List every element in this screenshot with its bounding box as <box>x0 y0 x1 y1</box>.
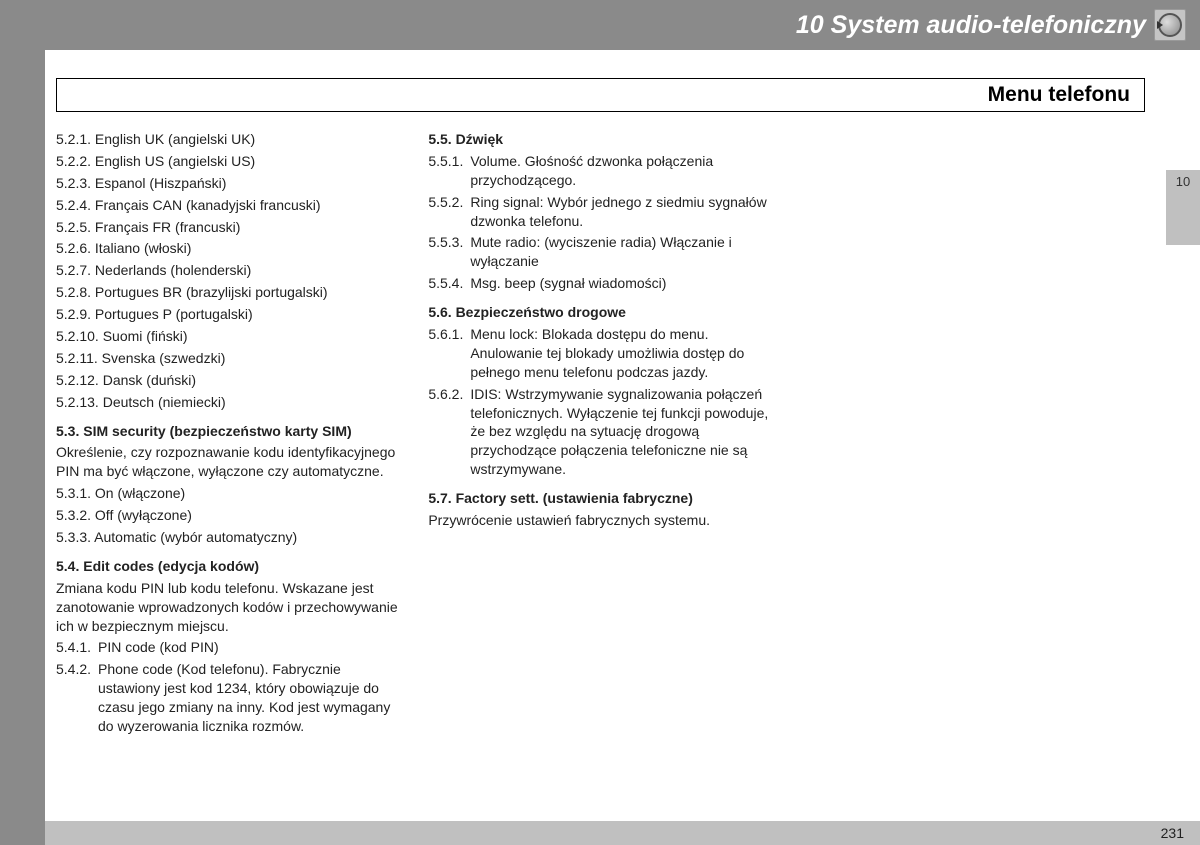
language-item: 5.2.1. English UK (angielski UK) <box>56 130 400 149</box>
item-number: 5.5.2. <box>428 193 470 231</box>
language-item: 5.2.7. Nederlands (holenderski) <box>56 261 400 280</box>
item-text: Ring signal: Wybór jednego z siedmiu syg… <box>470 193 772 231</box>
column-1: 5.2.1. English UK (angielski UK) 5.2.2. E… <box>56 130 400 805</box>
chapter-header: 10 System audio-telefoniczny <box>45 0 1200 50</box>
column-3 <box>801 130 1145 805</box>
item-text: IDIS: Wstrzymywanie sygnalizowania połąc… <box>470 385 772 479</box>
s53-item: 5.3.1. On (włączone) <box>56 484 400 503</box>
language-item: 5.2.2. English US (angielski US) <box>56 152 400 171</box>
s55-item: 5.5.4.Msg. beep (sygnał wiadomości) <box>428 274 772 293</box>
s54-body: Zmiana kodu PIN lub kodu telefonu. Wskaz… <box>56 579 400 636</box>
s54-item: 5.4.2.Phone code (Kod telefonu). Fabrycz… <box>56 660 400 736</box>
s55-heading: 5.5. Dźwięk <box>428 130 772 149</box>
s53-item: 5.3.3. Automatic (wybór automatyczny) <box>56 528 400 547</box>
column-2: 5.5. Dźwięk 5.5.1.Volume. Głośność dzwon… <box>428 130 772 805</box>
chapter-title-text: System audio-telefoniczny <box>831 11 1146 39</box>
item-text: Mute radio: (wyciszenie radia) Włączanie… <box>470 233 772 271</box>
item-text: Menu lock: Blokada dostępu do menu. Anul… <box>470 325 772 382</box>
item-number: 5.4.1. <box>56 638 98 657</box>
item-number: 5.5.3. <box>428 233 470 271</box>
s55-item: 5.5.2.Ring signal: Wybór jednego z siedm… <box>428 193 772 231</box>
language-item: 5.2.4. Français CAN (kanadyjski francusk… <box>56 196 400 215</box>
item-text: Msg. beep (sygnał wiadomości) <box>470 274 772 293</box>
s55-items: 5.5.1.Volume. Głośność dzwonka połączeni… <box>428 152 772 293</box>
section-heading-box: Menu telefonu <box>56 78 1145 112</box>
chapter-title: 10 System audio-telefoniczny <box>796 11 1146 40</box>
s53-body: Określenie, czy rozpoznawanie kodu ident… <box>56 443 400 481</box>
language-item: 5.2.6. Italiano (włoski) <box>56 239 400 258</box>
chapter-tab: 10 <box>1166 170 1200 245</box>
languages-list: 5.2.1. English UK (angielski UK) 5.2.2. E… <box>56 130 400 412</box>
globe-speaker-icon <box>1154 9 1186 41</box>
s53-items: 5.3.1. On (włączone) 5.3.2. Off (wyłączon… <box>56 484 400 547</box>
item-number: 5.5.1. <box>428 152 470 190</box>
s54-items: 5.4.1.PIN code (kod PIN)5.4.2.Phone code… <box>56 638 400 735</box>
s57-body: Przywrócenie ustawień fabrycznych system… <box>428 511 772 530</box>
language-item: 5.2.10. Suomi (fiński) <box>56 327 400 346</box>
footer: 231 <box>45 821 1200 845</box>
item-text: PIN code (kod PIN) <box>98 638 400 657</box>
language-item: 5.2.3. Espanol (Hiszpański) <box>56 174 400 193</box>
language-item: 5.2.12. Dansk (duński) <box>56 371 400 390</box>
content-area: 5.2.1. English UK (angielski UK) 5.2.2. E… <box>56 130 1145 805</box>
item-text: Volume. Głośność dzwonka połączenia przy… <box>470 152 772 190</box>
item-number: 5.4.2. <box>56 660 98 736</box>
s56-item: 5.6.1.Menu lock: Blokada dostępu do menu… <box>428 325 772 382</box>
item-text: Phone code (Kod telefonu). Fabrycznie us… <box>98 660 400 736</box>
language-item: 5.2.11. Svenska (szwedzki) <box>56 349 400 368</box>
s55-item: 5.5.3.Mute radio: (wyciszenie radia) Włą… <box>428 233 772 271</box>
chapter-number: 10 <box>796 11 824 39</box>
s53-item: 5.3.2. Off (wyłączone) <box>56 506 400 525</box>
s57-heading: 5.7. Factory sett. (ustawienia fabryczne… <box>428 489 772 508</box>
s53-heading: 5.3. SIM security (bezpieczeństwo karty … <box>56 422 400 441</box>
language-item: 5.2.8. Portugues BR (brazylijski portuga… <box>56 283 400 302</box>
s56-items: 5.6.1.Menu lock: Blokada dostępu do menu… <box>428 325 772 479</box>
chapter-tab-label: 10 <box>1176 174 1190 189</box>
s54-heading: 5.4. Edit codes (edycja kodów) <box>56 557 400 576</box>
s54-item: 5.4.1.PIN code (kod PIN) <box>56 638 400 657</box>
s55-item: 5.5.1.Volume. Głośność dzwonka połączeni… <box>428 152 772 190</box>
page-number: 231 <box>1161 825 1184 841</box>
s56-heading: 5.6. Bezpieczeństwo drogowe <box>428 303 772 322</box>
language-item: 5.2.13. Deutsch (niemiecki) <box>56 393 400 412</box>
language-item: 5.2.9. Portugues P (portugalski) <box>56 305 400 324</box>
section-heading: Menu telefonu <box>988 83 1130 106</box>
item-number: 5.6.2. <box>428 385 470 479</box>
s56-item: 5.6.2.IDIS: Wstrzymywanie sygnalizowania… <box>428 385 772 479</box>
item-number: 5.5.4. <box>428 274 470 293</box>
language-item: 5.2.5. Français FR (francuski) <box>56 218 400 237</box>
item-number: 5.6.1. <box>428 325 470 382</box>
left-sidebar <box>0 0 45 845</box>
